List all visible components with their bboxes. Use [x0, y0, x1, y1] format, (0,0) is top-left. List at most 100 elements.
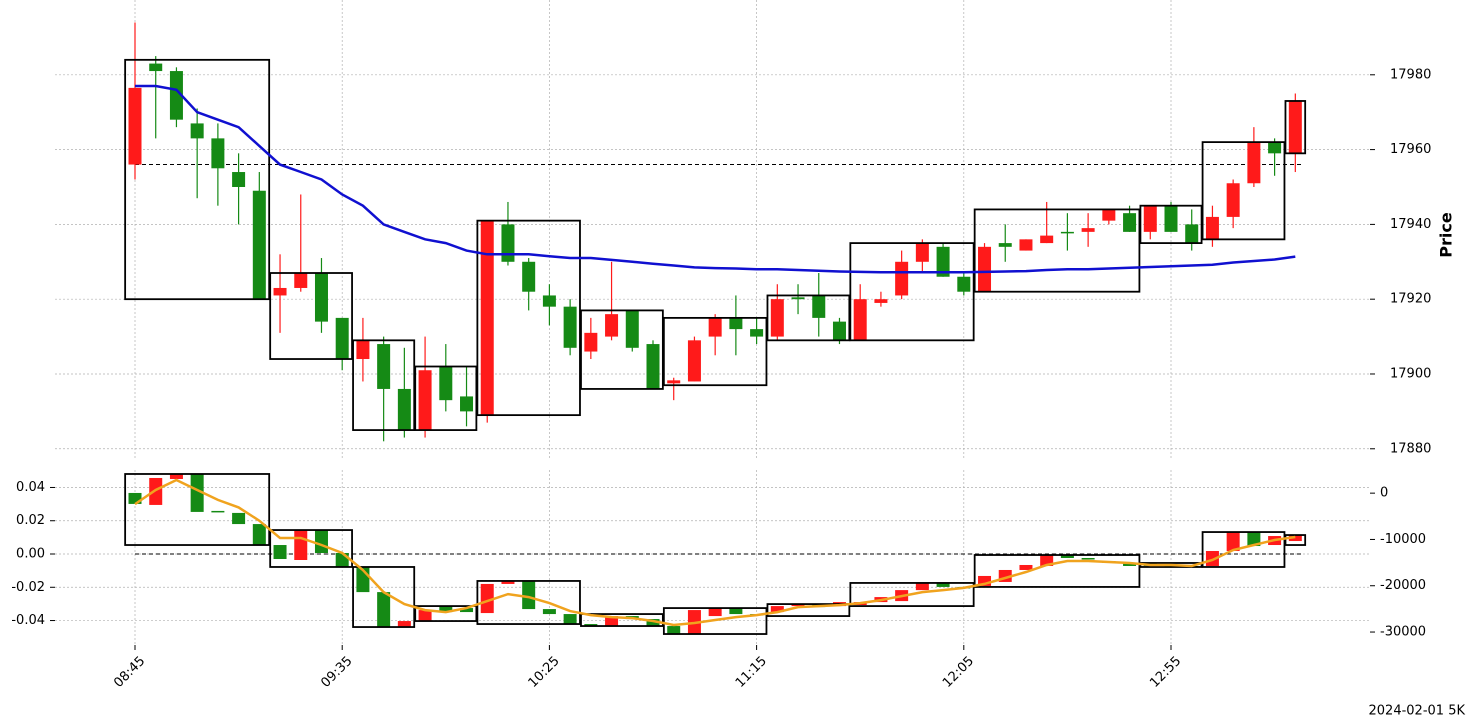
candle-body: [1247, 532, 1261, 547]
candle-body: [1268, 142, 1282, 154]
candle-body: [978, 246, 992, 292]
candle-body: [750, 329, 764, 337]
candle-body: [190, 123, 204, 139]
candle-body: [128, 87, 142, 165]
range-box: [973, 554, 1141, 588]
range-box: [662, 607, 768, 635]
candle-body: [646, 619, 660, 627]
candle-body: [232, 172, 246, 187]
y-tick-label: 0.00: [16, 547, 45, 562]
candle-body: [625, 310, 639, 348]
candle-body: [998, 243, 1012, 247]
candle-body: [439, 606, 453, 613]
candle-body: [314, 530, 328, 554]
candle-body: [1247, 142, 1261, 184]
candle-body: [584, 332, 598, 352]
candle-body: [1040, 235, 1054, 244]
candle-body: [418, 610, 432, 622]
candle-body: [273, 287, 287, 296]
candle-body: [1123, 562, 1137, 566]
moving-average-line: [134, 478, 1296, 627]
candle-body: [397, 388, 411, 431]
candle-body: [1226, 183, 1240, 217]
y-tick-label: 17920: [1390, 292, 1431, 307]
candle-body: [605, 616, 619, 627]
candle-body: [460, 608, 474, 613]
candle-body: [149, 63, 163, 72]
range-box: [1201, 141, 1286, 241]
range-box: [1284, 534, 1307, 546]
candle-body: [335, 553, 349, 567]
candle-body: [294, 273, 308, 288]
candle-body: [667, 380, 681, 384]
candle-body: [584, 624, 598, 627]
candle-body: [377, 592, 391, 628]
candle-body: [211, 510, 225, 513]
range-box: [580, 613, 664, 627]
range-box: [766, 294, 851, 342]
y-tick-label: 0.04: [16, 480, 45, 495]
candle-body: [542, 609, 556, 615]
candle-body: [1081, 228, 1095, 232]
range-box: [269, 529, 353, 568]
y-tick-label: 17940: [1390, 217, 1431, 232]
range-box: [580, 309, 664, 390]
candle-body: [1040, 555, 1054, 566]
range-box: [973, 208, 1141, 293]
candle-body: [314, 273, 328, 322]
x-tick-label: 11:15: [733, 654, 770, 691]
candle-body: [708, 317, 722, 337]
candle-body: [522, 261, 536, 292]
candle-body: [397, 621, 411, 628]
range-box: [476, 580, 581, 625]
candle-body: [915, 243, 929, 262]
range-box: [414, 605, 478, 622]
range-box: [476, 219, 581, 417]
range-box: [1201, 531, 1286, 568]
candle-body: [1288, 100, 1302, 154]
range-box: [352, 566, 416, 628]
y2-tick-label: -30000: [1380, 625, 1426, 640]
candle-body: [998, 569, 1012, 582]
candle-body: [1143, 205, 1157, 232]
range-box: [352, 339, 416, 431]
x-tick-label: 10:25: [526, 654, 563, 691]
candle-body: [232, 512, 246, 525]
candle-body: [335, 317, 349, 360]
candle-body: [770, 606, 784, 613]
y-tick-label: 17900: [1390, 366, 1431, 381]
candle-body: [522, 580, 536, 610]
range-box: [849, 582, 975, 607]
candle-body: [273, 545, 287, 559]
y-axis-label: Price: [1437, 212, 1456, 258]
candle-body: [605, 314, 619, 337]
x-tick-label: 08:45: [111, 654, 148, 691]
candle-body: [895, 261, 909, 296]
candle-body: [190, 473, 204, 512]
x-tick-label: 12:05: [940, 654, 977, 691]
candle-body: [356, 340, 370, 360]
candle-body: [1060, 231, 1074, 234]
range-box: [124, 473, 271, 546]
range-box: [849, 242, 975, 342]
candle-body: [1060, 555, 1074, 558]
candle-body: [211, 138, 225, 169]
candle-body: [563, 306, 577, 348]
candle-body: [936, 246, 950, 277]
candle-body: [1102, 209, 1116, 221]
candle-body: [418, 370, 432, 431]
y-tick-label: -0.02: [11, 580, 45, 595]
range-box: [124, 58, 271, 301]
candle-body: [687, 340, 701, 382]
y-tick-label: 17980: [1390, 67, 1431, 82]
range-box: [766, 603, 851, 617]
candle-body: [480, 220, 494, 416]
candle-body: [708, 608, 722, 617]
candle-body: [915, 582, 929, 591]
candle-body: [874, 299, 888, 303]
candle-body: [501, 224, 515, 262]
candle-body: [294, 530, 308, 560]
y-tick-label: 17880: [1390, 441, 1431, 456]
candle-body: [978, 575, 992, 586]
